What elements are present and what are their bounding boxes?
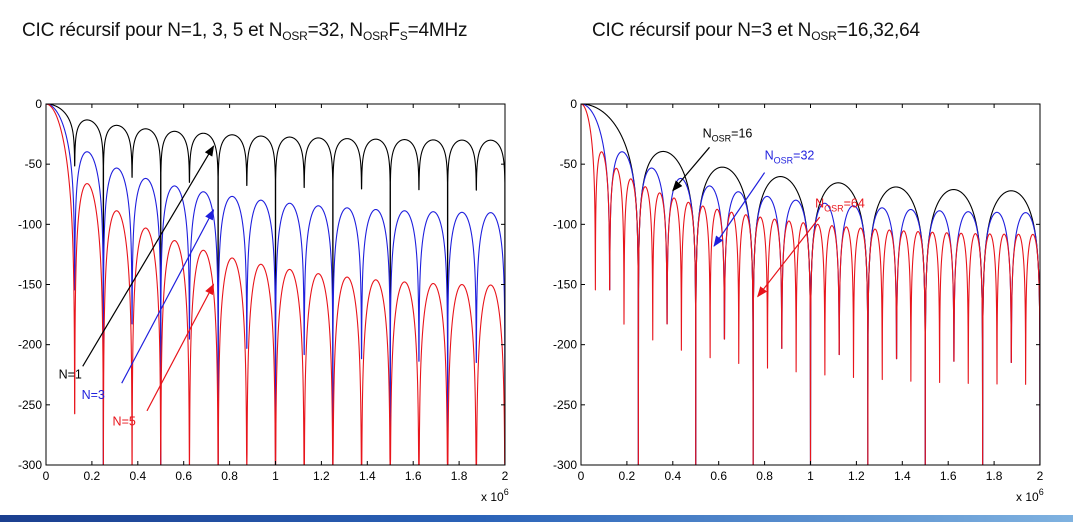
y-tick-label: -100: [553, 217, 577, 231]
x-tick-label: 1: [272, 469, 279, 483]
y-tick-label: -250: [553, 398, 577, 412]
plot-area: [46, 104, 505, 465]
y-tick-label: -150: [18, 278, 42, 292]
series-line-n-osr-32: [581, 104, 1040, 465]
slide-footer-bar: [0, 515, 1073, 522]
x-tick-label: 1.4: [894, 469, 911, 483]
x-tick-label: 1.2: [848, 469, 865, 483]
x-tick-label: 0.6: [710, 469, 727, 483]
x-tick-label: 1.8: [451, 469, 468, 483]
y-tick-label: -250: [18, 398, 42, 412]
annotation-label: N=5: [113, 414, 136, 428]
series-line-n-5: [46, 104, 505, 465]
x-tick-label: 1.6: [405, 469, 422, 483]
x-tick-label: 0.8: [221, 469, 238, 483]
annotation-label: NOSR=32: [765, 148, 815, 165]
annotation-arrow: [757, 216, 821, 298]
y-tick-label: -150: [553, 278, 577, 292]
chart-title-left: CIC récursif pour N=1, 3, 5 et NOSR=32, …: [22, 20, 468, 43]
x-tick-label: 0: [43, 469, 50, 483]
y-tick-label: -300: [553, 458, 577, 472]
annotation-arrow: [82, 145, 215, 367]
annotation-arrow: [672, 146, 710, 192]
chart-title-right: CIC récursif pour N=3 et NOSR=16,32,64: [592, 20, 920, 43]
chart-left: 0 0.2 0.4 0.6 0.8 1 1.2 1.4 1.6 1.8 2 0 -50 -100 -150 -…: [18, 97, 509, 504]
x-tick-label: 0.2: [84, 469, 101, 483]
y-tick-label: -200: [18, 338, 42, 352]
x-tick-label: 1.2: [313, 469, 330, 483]
y-tick-label: -300: [18, 458, 42, 472]
chart-right: 0 0.2 0.4 0.6 0.8 1 1.2 1.4 1.6 1.8 2 0 -50 -100 -150 -…: [553, 97, 1044, 504]
y-tick-label: -50: [560, 157, 578, 171]
x-tick-label: 1.6: [940, 469, 957, 483]
plot-area: [581, 104, 1040, 465]
x-tick-label: 2: [502, 469, 509, 483]
annotation-label: NOSR=16: [703, 127, 753, 144]
y-tick-label: 0: [570, 97, 577, 111]
x-tick-label: 0.4: [129, 469, 146, 483]
x-tick-label: 0.6: [175, 469, 192, 483]
x-tick-label: 0.2: [619, 469, 636, 483]
x-tick-label: 0.8: [756, 469, 773, 483]
series-line-n-1: [46, 104, 505, 465]
series-line-n-3: [46, 104, 505, 465]
x-tick-label: 0: [578, 469, 585, 483]
annotation-arrow: [121, 208, 215, 384]
annotation-arrow: [713, 172, 766, 247]
y-tick-label: 0: [35, 97, 42, 111]
y-tick-label: -200: [553, 338, 577, 352]
x-tick-label: 2: [1037, 469, 1044, 483]
x-tick-label: 1: [807, 469, 814, 483]
x-tick-label: 0.4: [664, 469, 681, 483]
y-tick-label: -50: [25, 157, 43, 171]
annotation-arrow: [146, 283, 215, 412]
series-line-n-osr-16: [581, 104, 1040, 465]
series-line-n-osr-64: [581, 104, 1040, 465]
x-axis-multiplier: x 106: [481, 487, 509, 504]
annotation-label: N=1: [59, 367, 82, 381]
annotation-label: NOSR=64: [815, 196, 865, 213]
y-tick-label: -100: [18, 217, 42, 231]
x-tick-label: 1.8: [986, 469, 1003, 483]
x-axis-multiplier: x 106: [1016, 487, 1044, 504]
x-tick-label: 1.4: [359, 469, 376, 483]
annotation-label: N=3: [82, 388, 105, 402]
